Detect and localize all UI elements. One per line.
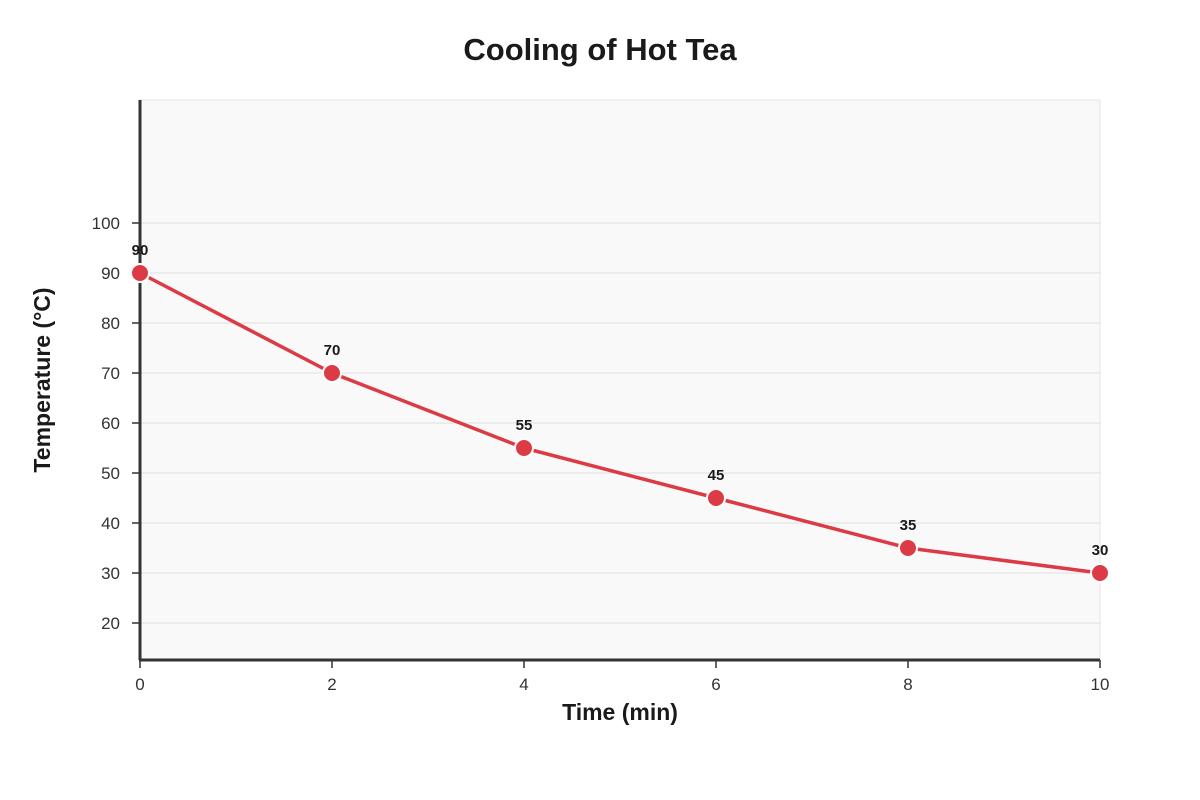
y-tick-label: 90 xyxy=(101,264,120,283)
y-tick-label: 40 xyxy=(101,514,120,533)
x-tick-label: 4 xyxy=(519,675,528,694)
x-tick-label: 0 xyxy=(135,675,144,694)
x-tick-label: 2 xyxy=(327,675,336,694)
data-point xyxy=(706,488,726,508)
data-point xyxy=(130,263,150,283)
x-tick-label: 8 xyxy=(903,675,912,694)
data-label: 90 xyxy=(132,242,149,259)
x-tick-label: 10 xyxy=(1091,675,1110,694)
series-line xyxy=(138,271,1102,575)
y-tick-label: 20 xyxy=(101,614,120,633)
data-point xyxy=(514,438,534,458)
data-point xyxy=(322,363,342,383)
y-tick-label: 30 xyxy=(101,564,120,583)
data-label: 45 xyxy=(708,467,725,484)
x-tick-label: 6 xyxy=(711,675,720,694)
data-label: 55 xyxy=(516,417,533,434)
y-tick-label: 100 xyxy=(92,214,120,233)
y-tick-label: 80 xyxy=(101,314,120,333)
series-group: 90 70 55 45 35 30 xyxy=(130,242,1110,583)
data-label: 30 xyxy=(1092,542,1109,559)
data-label: 70 xyxy=(324,342,341,359)
data-point xyxy=(1090,563,1110,583)
y-axis-ticks: 20 30 40 50 60 70 80 90 100 xyxy=(92,214,140,633)
y-tick-label: 50 xyxy=(101,464,120,483)
y-tick-label: 60 xyxy=(101,414,120,433)
gridlines xyxy=(140,222,1100,624)
y-tick-label: 70 xyxy=(101,364,120,383)
data-point xyxy=(898,538,918,558)
chart-title: Cooling of Hot Tea xyxy=(463,32,737,67)
x-axis-title: Time (min) xyxy=(562,699,678,725)
y-axis-title: Temperature (°C) xyxy=(29,287,55,472)
plot-area xyxy=(139,99,1101,661)
data-label: 35 xyxy=(900,517,917,534)
